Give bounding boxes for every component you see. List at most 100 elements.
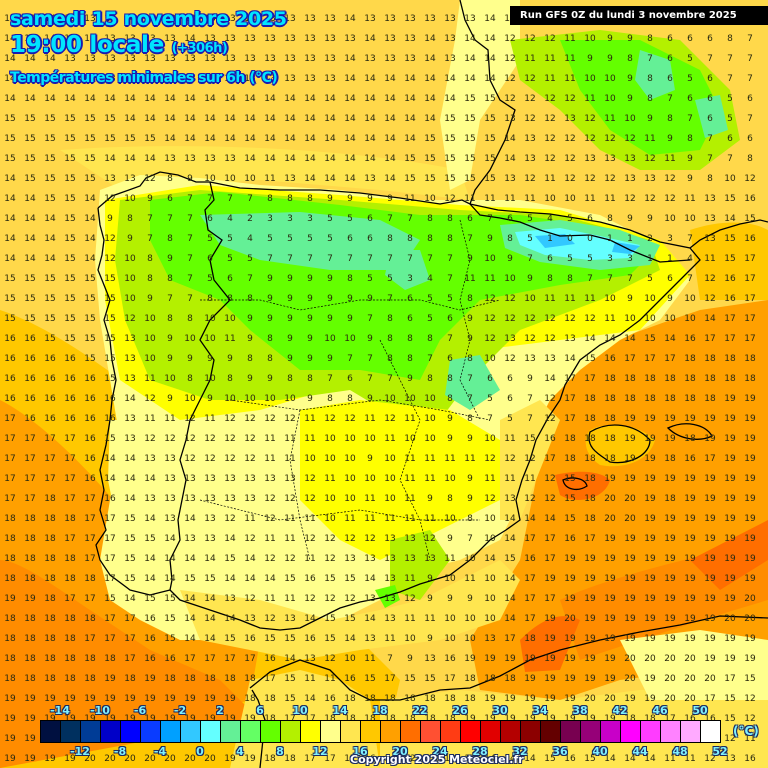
grid-value: 13 (264, 14, 276, 24)
grid-value: 18 (44, 494, 56, 504)
grid-value: 14 (444, 74, 456, 84)
grid-value: 13 (204, 54, 216, 64)
grid-value: 17 (624, 354, 636, 364)
grid-value: 15 (44, 294, 56, 304)
grid-value: 16 (84, 394, 96, 404)
grid-value: 14 (44, 214, 56, 224)
grid-value: 10 (244, 174, 256, 184)
grid-value: 14 (344, 54, 356, 64)
grid-value: 13 (284, 34, 296, 44)
grid-value: 12 (584, 174, 596, 184)
grid-value: 1 (627, 234, 633, 244)
grid-value: 14 (484, 754, 496, 764)
grid-value: 13 (224, 474, 236, 484)
grid-value: 19 (144, 674, 156, 684)
legend-tick-label: 48 (672, 745, 688, 758)
grid-value: 14 (244, 154, 256, 164)
grid-value: 10 (224, 314, 236, 324)
grid-value: 19 (604, 674, 616, 684)
grid-value: 10 (444, 474, 456, 484)
grid-value: 13 (204, 34, 216, 44)
grid-value: 15 (104, 374, 116, 384)
grid-value: 9 (327, 314, 333, 324)
grid-value: 13 (444, 14, 456, 24)
grid-value: 20 (744, 594, 756, 604)
grid-value: 17 (4, 474, 16, 484)
grid-value: 15 (84, 334, 96, 344)
grid-value: 15 (484, 114, 496, 124)
grid-value: 19 (724, 454, 736, 464)
grid-value: 14 (144, 114, 156, 124)
grid-value: 15 (444, 114, 456, 124)
grid-value: 19 (484, 694, 496, 704)
grid-value: 13 (204, 534, 216, 544)
grid-value: 7 (447, 334, 453, 344)
grid-value: 11 (704, 254, 716, 264)
grid-value: 14 (4, 54, 16, 64)
grid-value: 14 (384, 134, 396, 144)
grid-value: 18 (584, 474, 596, 484)
grid-value: 15 (724, 694, 736, 704)
grid-value: 14 (344, 94, 356, 104)
grid-value: 12 (304, 474, 316, 484)
grid-value: 18 (164, 674, 176, 684)
grid-value: 10 (624, 314, 636, 324)
grid-value: 6 (407, 314, 413, 324)
grid-value: 15 (484, 154, 496, 164)
grid-value: 9 (507, 254, 513, 264)
grid-value: 8 (407, 334, 413, 344)
grid-value: 13 (144, 74, 156, 84)
grid-value: 8 (187, 374, 193, 384)
grid-value: 19 (24, 694, 36, 704)
grid-value: 19 (584, 674, 596, 684)
legend-tick-label: 10 (292, 704, 308, 717)
grid-value: 14 (204, 554, 216, 564)
grid-value: 18 (244, 694, 256, 704)
grid-value: 14 (224, 114, 236, 124)
grid-value: 10 (584, 34, 596, 44)
grid-value: 13 (144, 14, 156, 24)
grid-value: 9 (527, 274, 533, 284)
grid-value: 13 (704, 234, 716, 244)
grid-value: 15 (24, 114, 36, 124)
grid-value: 19 (724, 634, 736, 644)
grid-value: 20 (684, 694, 696, 704)
grid-value: 11 (604, 114, 616, 124)
grid-value: 15 (424, 674, 436, 684)
grid-value: 11 (264, 594, 276, 604)
grid-value: 15 (64, 254, 76, 264)
grid-value: 18 (504, 674, 516, 684)
grid-value: 14 (364, 574, 376, 584)
grid-value: 10 (484, 254, 496, 264)
grid-value: 7 (527, 254, 533, 264)
grid-value: 9 (427, 634, 433, 644)
grid-value: 14 (424, 54, 436, 64)
grid-value: 10 (164, 374, 176, 384)
grid-value: 17 (24, 494, 36, 504)
grid-value: 9 (207, 394, 213, 404)
grid-value: 14 (4, 74, 16, 84)
grid-value: 19 (484, 714, 496, 724)
grid-value: 11 (544, 294, 556, 304)
grid-value: 12 (264, 494, 276, 504)
grid-value: 20 (84, 754, 96, 764)
grid-value: 18 (424, 714, 436, 724)
legend-tick-label: 16 (352, 745, 368, 758)
grid-value: 17 (84, 594, 96, 604)
grid-value: 20 (684, 674, 696, 684)
grid-value: 17 (584, 374, 596, 384)
grid-value: 17 (244, 654, 256, 664)
grid-value: 19 (584, 614, 596, 624)
grid-value: 19 (724, 534, 736, 544)
grid-value: 18 (604, 394, 616, 404)
grid-value: 15 (144, 534, 156, 544)
grid-value: 16 (724, 294, 736, 304)
grid-value: 11 (684, 194, 696, 204)
grid-value: 7 (687, 234, 693, 244)
grid-value: 19 (584, 654, 596, 664)
grid-value: 10 (444, 634, 456, 644)
grid-value: 14 (344, 74, 356, 84)
grid-value: 18 (704, 394, 716, 404)
grid-value: 15 (64, 174, 76, 184)
